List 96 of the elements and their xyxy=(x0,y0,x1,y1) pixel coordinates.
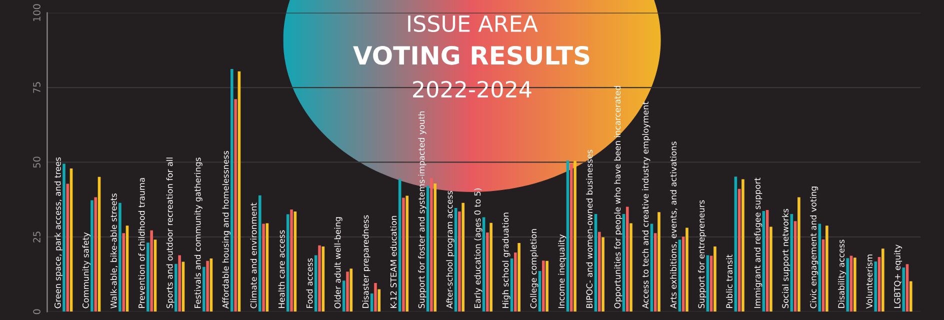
bar xyxy=(94,197,98,312)
chart-title: ISSUE AREA xyxy=(408,15,538,32)
x-tick-label: Opportunities for people who have been incarcerated xyxy=(614,86,622,308)
bar xyxy=(262,224,265,312)
x-tick-label: Older adult well-being xyxy=(334,217,342,308)
x-tick-label: Income inequality xyxy=(558,234,566,308)
bar xyxy=(854,258,856,312)
x-tick-label: Arts exhibitions, events, and activations xyxy=(670,142,678,309)
bar xyxy=(118,202,122,312)
bar xyxy=(178,255,181,312)
bar xyxy=(406,196,409,312)
x-tick-label: BIPOC- and women-owned businesses xyxy=(586,150,593,308)
bar xyxy=(514,252,517,312)
x-tick-label: K-12 STEAM education xyxy=(390,216,397,308)
bar xyxy=(542,260,545,312)
bar xyxy=(374,282,377,312)
x-tick-label: Volunteerism xyxy=(866,254,872,309)
bar xyxy=(770,226,772,312)
bar xyxy=(486,232,489,312)
bar xyxy=(909,281,912,312)
x-tick-label: Affordable housing and homelessness xyxy=(222,150,230,309)
x-tick-label: LGBTQ+ equity xyxy=(894,244,902,308)
bar xyxy=(742,179,744,312)
bar xyxy=(286,214,290,312)
bar xyxy=(314,255,318,312)
bar xyxy=(90,200,94,312)
bar xyxy=(462,202,464,312)
bar xyxy=(490,222,492,312)
bar xyxy=(66,184,70,312)
x-tick-label: Disability access xyxy=(838,240,846,308)
bar xyxy=(630,223,632,312)
x-tick-label: Green space, park access, and trees xyxy=(54,157,62,308)
bar xyxy=(458,212,461,312)
bar xyxy=(430,178,433,312)
bar xyxy=(882,248,884,312)
bar xyxy=(62,164,66,312)
bar xyxy=(346,272,349,312)
x-tick-label: Health care access xyxy=(278,230,285,308)
bar xyxy=(546,260,548,312)
bar xyxy=(174,264,178,312)
x-tick-label: Public transit xyxy=(726,254,733,308)
bar xyxy=(874,261,878,312)
x-tick-label: Walk-able, bike-able streets xyxy=(110,194,118,308)
bar xyxy=(518,242,520,312)
y-tick-label: 25 xyxy=(33,232,40,242)
y-tick-label: 0 xyxy=(33,309,40,314)
bar xyxy=(206,260,209,312)
x-tick-label: Support for foster and systems-impacted youth xyxy=(418,111,426,308)
bar xyxy=(258,195,262,312)
y-tick-label: 100 xyxy=(33,4,40,22)
x-tick-label: Immigrant and refugee support xyxy=(754,178,762,308)
x-tick-label: Access to tech and creative industry employment xyxy=(642,102,650,309)
bar xyxy=(686,228,688,312)
bar xyxy=(350,268,353,312)
bar xyxy=(846,258,850,312)
x-tick-label: High school graduation xyxy=(502,212,510,308)
bar xyxy=(626,206,629,312)
x-tick-label: After-school program access xyxy=(446,190,454,309)
bar xyxy=(598,232,601,312)
bar xyxy=(434,183,436,312)
x-tick-label: Climate and environment xyxy=(250,202,257,308)
x-tick-label: Sports and outdoor recreation for all xyxy=(166,158,174,308)
bar xyxy=(658,212,660,312)
bar xyxy=(826,226,828,312)
x-tick-label: College completion xyxy=(530,229,538,308)
bar xyxy=(378,289,381,312)
y-tick-label: 50 xyxy=(33,156,40,168)
x-tick-label: Social support networks xyxy=(782,208,790,308)
bar xyxy=(574,160,576,312)
x-tick-label: Community safety xyxy=(82,232,90,308)
bar xyxy=(654,233,657,312)
x-tick-label: Festivals and community gatherings xyxy=(194,158,202,308)
bar xyxy=(318,245,321,312)
bar xyxy=(570,164,573,312)
bar xyxy=(230,68,234,312)
bar xyxy=(146,242,150,312)
y-tick-label: 75 xyxy=(33,82,40,93)
bar xyxy=(234,99,237,312)
bar xyxy=(602,237,604,312)
x-tick-label: Civic engagement and voting xyxy=(810,186,818,308)
x-tick-label: Support for entrepreneurs xyxy=(698,200,706,308)
bar xyxy=(370,293,374,312)
bar xyxy=(150,230,153,312)
bar xyxy=(714,246,716,312)
x-tick-label: Prevention of childhood trauma xyxy=(138,178,145,308)
x-tick-label: Food access xyxy=(306,258,313,308)
bar xyxy=(202,266,206,312)
bar xyxy=(902,267,906,312)
x-tick-label: Early education (ages 0 to 5) xyxy=(474,188,482,308)
bar xyxy=(342,280,346,312)
x-tick-label: Disaster preparedness xyxy=(362,215,370,308)
bar xyxy=(798,197,800,312)
bar xyxy=(402,198,405,312)
bar xyxy=(290,209,293,312)
bar xyxy=(122,233,126,312)
bar xyxy=(818,224,822,312)
